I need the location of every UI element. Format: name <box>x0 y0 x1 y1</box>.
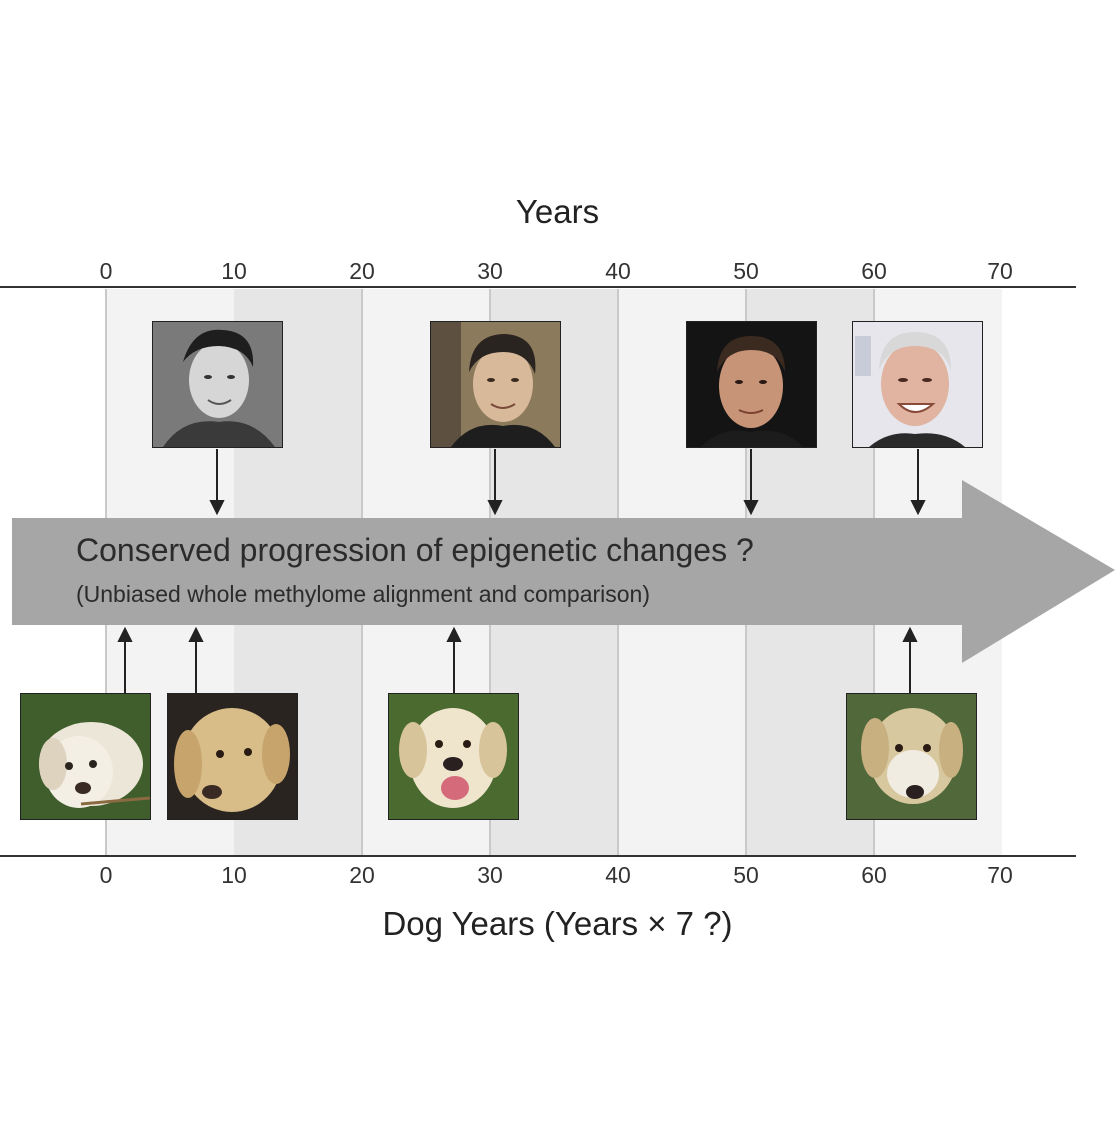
top-tick-label: 50 <box>733 258 759 284</box>
dog-photo-adult <box>388 693 519 820</box>
bottom-tick-label: 20 <box>349 862 375 888</box>
bottom-tick-label: 50 <box>733 862 759 888</box>
progression-arrow-shape <box>12 480 1115 663</box>
top-axis-title: Years <box>515 193 600 230</box>
human-photo-child <box>152 321 283 448</box>
banner-sub-text: (Unbiased whole methylome alignment and … <box>76 581 651 607</box>
bottom-tick-label: 10 <box>221 862 247 888</box>
up-arrow-head <box>902 626 918 642</box>
bottom-tick-label: 0 <box>99 862 113 888</box>
dog-arrows <box>117 626 918 693</box>
human-photo-middle-aged <box>686 321 817 448</box>
bottom-tick-label: 60 <box>861 862 887 888</box>
human-photo-young-adult <box>430 321 561 448</box>
bottom-tick-label: 30 <box>477 862 503 888</box>
human-photo-older <box>852 321 983 448</box>
progression-arrow <box>12 480 1115 663</box>
top-axis-line <box>0 286 1076 288</box>
top-tick-label: 10 <box>221 258 247 284</box>
human-arrows <box>209 449 926 516</box>
dog-photo-young <box>167 693 298 820</box>
top-tick-label: 60 <box>861 258 887 284</box>
bottom-axis-line <box>0 855 1076 857</box>
bottom-axis-title: Dog Years (Years × 7 ?) <box>382 905 733 942</box>
up-arrow-head <box>446 626 462 642</box>
down-arrow-head <box>487 500 503 516</box>
down-arrow-head <box>743 500 759 516</box>
top-tick-label: 40 <box>605 258 631 284</box>
banner-main-text: Conserved progression of epigenetic chan… <box>76 532 754 568</box>
dog-photo-puppy <box>20 693 151 820</box>
down-arrow-head <box>910 500 926 516</box>
down-arrow-head <box>209 500 225 516</box>
dog-photo-senior <box>846 693 977 820</box>
top-tick-label: 20 <box>349 258 375 284</box>
up-arrow-head <box>117 626 133 642</box>
top-tick-label: 70 <box>987 258 1013 284</box>
up-arrow-head <box>188 626 204 642</box>
top-tick-label: 30 <box>477 258 503 284</box>
top-tick-label: 0 <box>99 258 113 284</box>
bottom-tick-label: 70 <box>987 862 1013 888</box>
bottom-tick-label: 40 <box>605 862 631 888</box>
